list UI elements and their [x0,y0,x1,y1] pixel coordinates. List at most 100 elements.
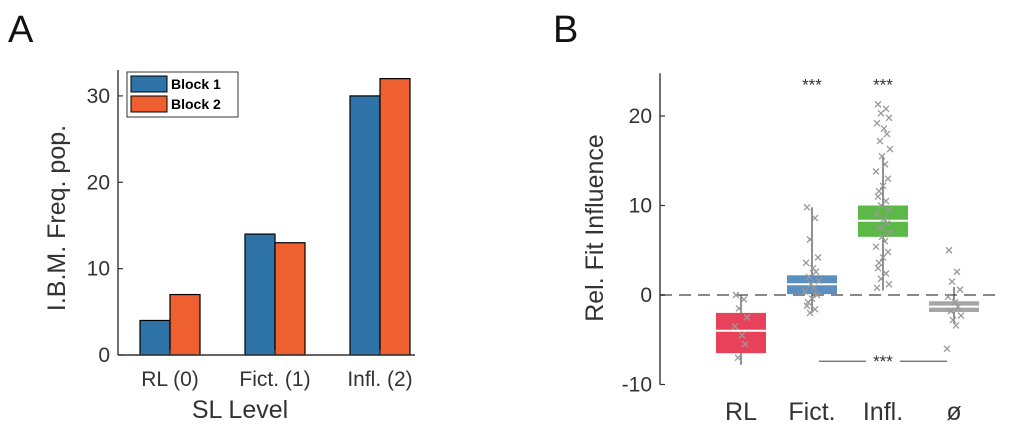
data-point [957,312,965,320]
data-point [735,304,743,312]
data-point [943,345,951,353]
legend-swatch-block-1 [130,75,168,93]
data-point [886,145,894,153]
x-tick-label: Infl. [863,398,903,426]
data-point [740,296,748,303]
panel-b-y-ticks: 20 10 0 -10 [622,105,665,397]
data-point [945,246,953,254]
data-point [741,340,749,348]
data-point [732,291,740,299]
data-point [947,307,955,315]
legend-label-block-1: Block 1 [171,76,221,92]
data-point [948,278,956,286]
data-point [952,321,960,329]
data-point [944,293,952,301]
data-point [811,305,819,313]
data-point [801,287,809,295]
box-iqr [716,312,766,354]
panel-a-y-label: I.B.M. Freq. pop. [43,125,71,311]
data-point [883,219,891,227]
data-point [876,224,884,232]
data-point [956,286,964,294]
data-point [879,182,887,190]
data-point [885,280,893,288]
data-point [873,284,881,292]
bar-block-1-1 [244,233,276,356]
panel-a-legend: Block 1 Block 2 [126,71,239,118]
data-point [805,273,813,281]
significance-stars: *** [873,352,893,371]
data-point [873,119,881,127]
box-2 [858,100,908,292]
data-point [873,210,881,218]
y-tick-label: 30 [87,85,110,108]
data-point [878,152,886,160]
data-point [875,187,883,195]
data-point [874,100,882,108]
data-point [731,322,739,330]
data-point [949,316,957,324]
panel-a-bars [139,78,411,356]
y-tick-label: 0 [640,284,652,307]
data-point [881,237,889,245]
data-point [802,259,810,267]
significance-stars: *** [802,76,822,95]
legend-swatch-block-2 [130,95,168,113]
x-tick-label: RL [725,398,757,426]
panel-b-y-label: Rel. Fit Influence [581,134,609,322]
data-point [883,130,891,138]
data-point [811,214,819,222]
legend-label-block-2: Block 2 [171,96,221,112]
bar-block-2-0 [169,293,201,356]
data-point [877,275,885,283]
data-point [803,203,811,211]
data-point [880,215,888,223]
data-point [872,243,880,251]
data-point [884,248,892,256]
data-point [874,264,882,272]
y-tick-label: 20 [629,105,652,128]
box-1 [787,203,837,317]
panel-label-b: B [553,9,578,51]
data-point [810,284,818,292]
data-point [880,125,888,132]
panel-a-x-label: SL Level [192,396,288,424]
data-point [884,175,892,183]
panel-b-x-ticks: RL Fict. Infl. ø [725,398,962,426]
box-0 [716,291,766,365]
data-point [877,109,885,117]
box-3 [929,246,979,353]
data-point [881,160,889,168]
data-point [885,206,893,214]
data-point [743,313,751,321]
data-point [738,331,746,339]
data-point [872,168,880,175]
data-point [876,137,884,145]
bar-block-1-0 [139,319,171,356]
data-point [813,291,821,299]
panel-a-x-ticks: RL (0) Fict. (1) Infl. (2) [141,350,413,391]
panel-a-y-ticks: 0 10 20 30 [87,85,123,367]
y-tick-label: -10 [622,374,652,397]
data-point [874,193,882,201]
data-point [877,202,885,209]
data-point [878,233,886,241]
data-point [814,253,822,261]
data-point [803,302,811,310]
significance-stars: *** [873,76,893,95]
y-tick-label: 10 [629,195,652,218]
x-tick-label: Fict. (1) [239,368,310,391]
data-point [875,259,883,267]
data-point [882,270,890,277]
x-tick-label: ø [946,398,961,426]
x-tick-label: Fict. [788,398,835,426]
y-tick-label: 10 [87,258,110,281]
x-tick-label: Infl. (2) [347,368,412,391]
data-point [806,236,814,243]
data-point [734,354,742,362]
bar-block-2-2 [379,78,411,356]
panel-label-a: A [8,9,34,51]
data-point [879,253,887,261]
y-tick-label: 20 [87,171,110,194]
